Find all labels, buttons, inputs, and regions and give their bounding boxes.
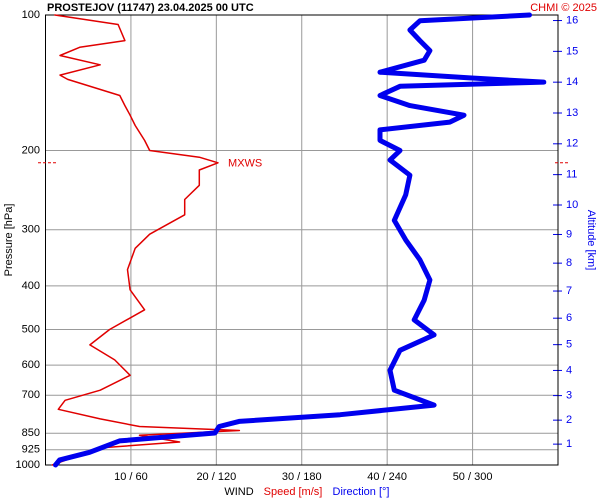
y2-tick-label: 10 — [566, 199, 578, 211]
x-tick-label: 20 / 120 — [196, 471, 236, 483]
y-tick-label: 925 — [22, 444, 40, 456]
y2-tick-label: 11 — [566, 169, 577, 181]
y-tick-label: 400 — [22, 280, 40, 292]
y2-tick-label: 3 — [566, 390, 572, 402]
annotation-label: MXWS — [228, 158, 262, 170]
x-tick-label: 40 / 240 — [367, 471, 407, 483]
y2-tick-label: 9 — [566, 228, 572, 240]
y-tick-label: 600 — [22, 359, 40, 371]
chart-title: PROSTEJOV (11747) 23.04.2025 00 UTC — [47, 2, 254, 14]
legend-entry: Speed [m/s] — [264, 486, 323, 498]
y2-tick-label: 4 — [566, 364, 572, 376]
x-axis-label: WIND — [224, 486, 253, 498]
y2-tick-label: 13 — [566, 107, 578, 119]
y-axis-label: Pressure [hPa] — [3, 204, 15, 277]
y-tick-label: 700 — [22, 389, 40, 401]
series-line — [53, 12, 547, 468]
x-tick-label: 50 / 300 — [453, 471, 493, 483]
y2-tick-label: 2 — [566, 414, 572, 426]
series-line — [51, 14, 241, 466]
y2-tick-label: 1 — [566, 438, 572, 450]
y2-tick-label: 12 — [566, 138, 578, 150]
y-tick-label: 100 — [22, 9, 40, 21]
y-tick-label: 1000 — [16, 459, 40, 471]
y2-tick-label: 7 — [566, 285, 572, 297]
y-tick-label: 300 — [22, 224, 40, 236]
y-tick-label: 850 — [22, 427, 40, 439]
y2-tick-label: 14 — [566, 76, 578, 88]
y2-tick-label: 8 — [566, 257, 572, 269]
x-tick-label: 10 / 60 — [114, 471, 148, 483]
y2-tick-label: 6 — [566, 312, 572, 324]
y-tick-label: 200 — [22, 144, 40, 156]
legend-entry: Direction [°] — [333, 486, 390, 498]
x-tick-label: 30 / 180 — [282, 471, 322, 483]
credit: CHMI © 2025 — [530, 2, 597, 14]
plot-frame — [45, 14, 559, 466]
y2-tick-label: 5 — [566, 339, 572, 351]
y2-axis-label: Altitude [km] — [585, 210, 597, 271]
y2-tick-label: 15 — [566, 45, 578, 57]
y-tick-label: 500 — [22, 323, 40, 335]
y2-tick-label: 16 — [566, 14, 578, 26]
